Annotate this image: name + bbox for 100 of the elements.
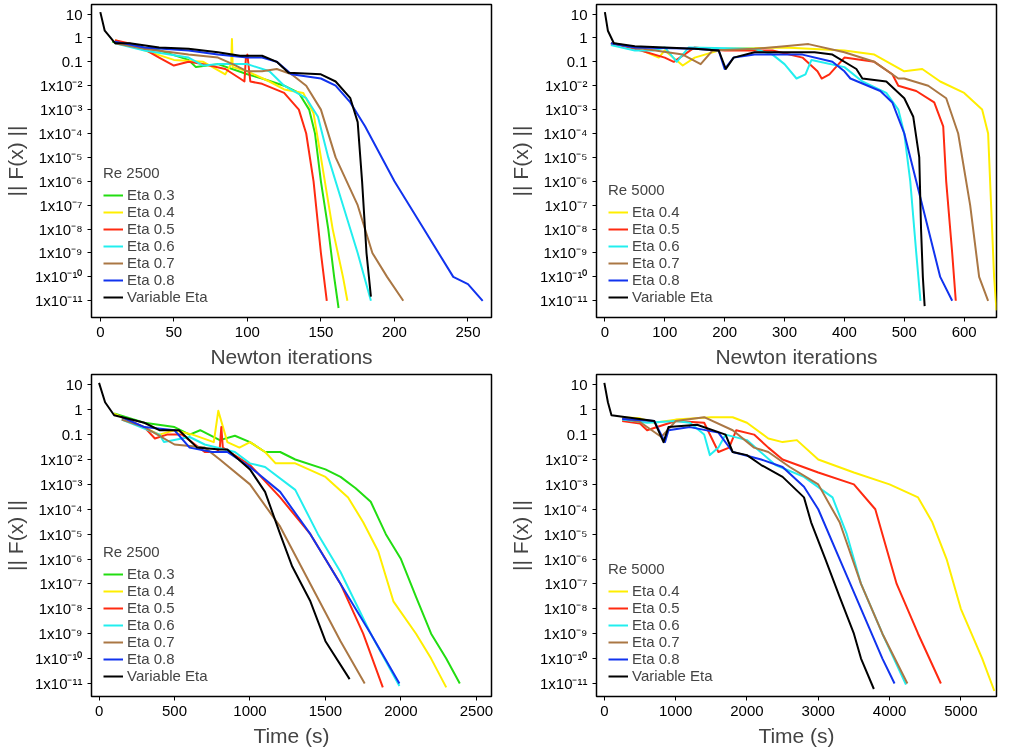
legend-label: Eta 0.6 (127, 237, 175, 254)
x-tick-label: 500 (891, 322, 917, 340)
legend-label: Eta 0.7 (632, 633, 680, 650)
legend-label: Variable Eta (127, 288, 208, 305)
x-tick-label: 2000 (384, 701, 418, 719)
x-tick-label: 200 (381, 322, 407, 340)
y-tick-label: 1 (579, 29, 588, 47)
x-tick-label: 500 (162, 701, 188, 719)
y-tick-label: 1x10⁻² (544, 77, 588, 95)
x-tick-label: 50 (165, 322, 183, 340)
x-tick-label: 2000 (730, 701, 764, 719)
legend-label: Eta 0.3 (127, 186, 175, 203)
y-tick-label: 1x10⁻⁸ (543, 600, 588, 618)
x-tick-label: 1500 (308, 701, 343, 719)
legend-label: Eta 0.4 (632, 582, 680, 599)
y-tick-label: 1x10⁻⁶ (543, 172, 588, 190)
y-tick-label: 1x10⁻¹¹ (34, 674, 83, 692)
y-tick-label: 1x10⁻⁷ (39, 196, 83, 214)
legend-label: Variable Eta (632, 288, 713, 305)
x-tick-label: 3000 (801, 701, 835, 719)
y-tick-label: 0.1 (61, 53, 83, 71)
y-tick-label: 1x10⁻³ (544, 101, 588, 119)
y-tick-label: 1x10⁻¹⁰ (34, 650, 83, 668)
y-tick-label: 1x10⁻⁷ (39, 575, 83, 593)
y-tick-label: 1x10⁻² (39, 450, 83, 468)
x-tick-label: 0 (600, 701, 609, 719)
x-tick-label: 2500 (459, 701, 494, 719)
legend-label: Variable Eta (632, 667, 713, 684)
x-axis-title: Newton iterations (715, 344, 878, 368)
y-tick-label: 1x10⁻⁸ (38, 600, 83, 618)
y-tick-label: 1x10⁻⁴ (543, 500, 588, 518)
y-tick-label: 1x10⁻¹⁰ (539, 650, 588, 668)
legend-label: Eta 0.5 (632, 599, 680, 616)
y-tick-label: 1x10⁻⁷ (544, 575, 588, 593)
legend-label: Eta 0.8 (127, 271, 175, 288)
y-tick-label: 0.1 (61, 426, 83, 444)
y-tick-label: 0.1 (566, 426, 588, 444)
legend-label: Eta 0.8 (632, 271, 680, 288)
y-tick-label: 1x10⁻⁵ (543, 525, 588, 543)
y-tick-label: 1 (579, 401, 588, 419)
x-tick-label: 0 (94, 701, 104, 719)
y-tick-label: 1 (74, 29, 83, 47)
y-tick-label: 1x10⁻³ (39, 475, 83, 493)
y-tick-label: 10 (570, 5, 588, 23)
y-axis-title: || F(x) || (508, 125, 532, 197)
x-tick-label: 100 (652, 322, 678, 340)
legend-label: Eta 0.7 (632, 254, 680, 271)
y-tick-label: 1x10⁻² (544, 450, 588, 468)
y-tick-label: 1x10⁻¹⁰ (34, 268, 83, 286)
x-tick-label: 4000 (872, 701, 907, 719)
y-tick-label: 10 (570, 376, 588, 394)
x-tick-label: 400 (831, 322, 857, 340)
y-axis-title: || F(x) || (508, 500, 532, 571)
legend-label: Variable Eta (127, 667, 208, 684)
x-tick-label: 300 (772, 322, 798, 340)
y-tick-label: 1x10⁻⁸ (38, 220, 83, 238)
legend-label: Eta 0.6 (632, 616, 680, 633)
y-tick-label: 1x10⁻⁵ (38, 525, 83, 543)
x-tick-label: 250 (455, 322, 481, 340)
y-tick-label: 1x10⁻⁹ (543, 625, 588, 643)
legend-label: Eta 0.7 (127, 633, 175, 650)
legend-label: Eta 0.4 (127, 582, 175, 599)
y-axis-title: || F(x) || (3, 500, 27, 571)
y-tick-label: 1x10⁻⁵ (543, 148, 588, 166)
legend-label: Eta 0.8 (127, 650, 175, 667)
legend-label: Eta 0.8 (632, 650, 680, 667)
legend-label: Eta 0.5 (127, 599, 175, 616)
y-tick-label: 0.1 (566, 53, 588, 71)
y-tick-label: 10 (65, 376, 83, 394)
x-tick-label: 100 (234, 322, 260, 340)
y-tick-label: 1x10⁻⁶ (38, 550, 83, 568)
y-tick-label: 1x10⁻¹⁰ (539, 268, 588, 286)
y-tick-label: 1x10⁻⁹ (543, 244, 588, 262)
x-tick-label: 5000 (944, 701, 978, 719)
y-tick-label: 1x10⁻¹¹ (539, 674, 588, 692)
legend-title: Re 5000 (608, 560, 666, 577)
legend-label: Eta 0.5 (127, 220, 175, 237)
x-axis-title: Newton iterations (210, 344, 373, 368)
y-tick-label: 1x10⁻⁵ (38, 148, 83, 166)
legend-label: Eta 0.3 (127, 565, 175, 582)
y-tick-label: 1x10⁻⁴ (38, 500, 83, 518)
legend-title: Re 2500 (103, 164, 161, 181)
y-tick-label: 1x10⁻³ (544, 475, 588, 493)
y-tick-label: 1x10⁻² (39, 77, 83, 95)
y-tick-label: 1x10⁻¹¹ (34, 292, 83, 310)
legend-label: Eta 0.6 (127, 616, 175, 633)
legend-label: Eta 0.4 (127, 203, 175, 220)
y-tick-label: 1 (74, 401, 83, 419)
legend-label: Eta 0.5 (632, 220, 680, 237)
x-tick-label: 200 (712, 322, 738, 340)
x-tick-label: 600 (951, 322, 977, 340)
y-tick-label: 1x10⁻³ (39, 101, 83, 119)
legend-title: Re 5000 (608, 181, 666, 198)
y-tick-label: 1x10⁻⁴ (38, 125, 83, 142)
y-tick-label: 1x10⁻⁶ (38, 172, 83, 190)
legend-label: Eta 0.4 (632, 203, 680, 220)
y-tick-label: 1x10⁻⁸ (543, 220, 588, 238)
y-tick-label: 1x10⁻⁴ (543, 125, 588, 142)
y-tick-label: 1x10⁻⁶ (543, 550, 588, 568)
x-tick-label: 1000 (658, 701, 693, 719)
